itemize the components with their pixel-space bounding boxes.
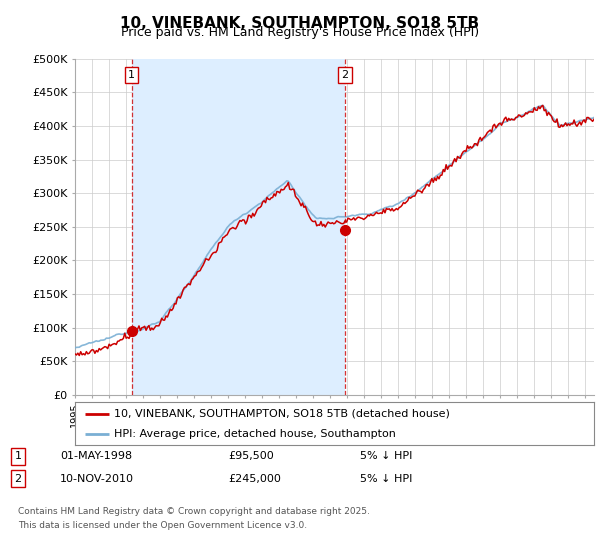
Text: Contains HM Land Registry data © Crown copyright and database right 2025.: Contains HM Land Registry data © Crown c… (18, 507, 370, 516)
Bar (131, 59, 345, 395)
Text: 5% ↓ HPI: 5% ↓ HPI (360, 451, 412, 461)
Text: 2: 2 (341, 70, 349, 80)
Text: 1: 1 (128, 70, 135, 80)
Text: £245,000: £245,000 (228, 474, 281, 484)
Text: This data is licensed under the Open Government Licence v3.0.: This data is licensed under the Open Gov… (18, 521, 307, 530)
Text: 10, VINEBANK, SOUTHAMPTON, SO18 5TB (detached house): 10, VINEBANK, SOUTHAMPTON, SO18 5TB (det… (114, 409, 450, 419)
Text: Price paid vs. HM Land Registry's House Price Index (HPI): Price paid vs. HM Land Registry's House … (121, 26, 479, 39)
Text: 01-MAY-1998: 01-MAY-1998 (60, 451, 132, 461)
Text: 10, VINEBANK, SOUTHAMPTON, SO18 5TB: 10, VINEBANK, SOUTHAMPTON, SO18 5TB (121, 16, 479, 31)
Text: £95,500: £95,500 (228, 451, 274, 461)
Text: 10-NOV-2010: 10-NOV-2010 (60, 474, 134, 484)
Text: 5% ↓ HPI: 5% ↓ HPI (360, 474, 412, 484)
Text: 1: 1 (14, 451, 22, 461)
Text: 2: 2 (14, 474, 22, 484)
Text: HPI: Average price, detached house, Southampton: HPI: Average price, detached house, Sout… (114, 430, 396, 439)
